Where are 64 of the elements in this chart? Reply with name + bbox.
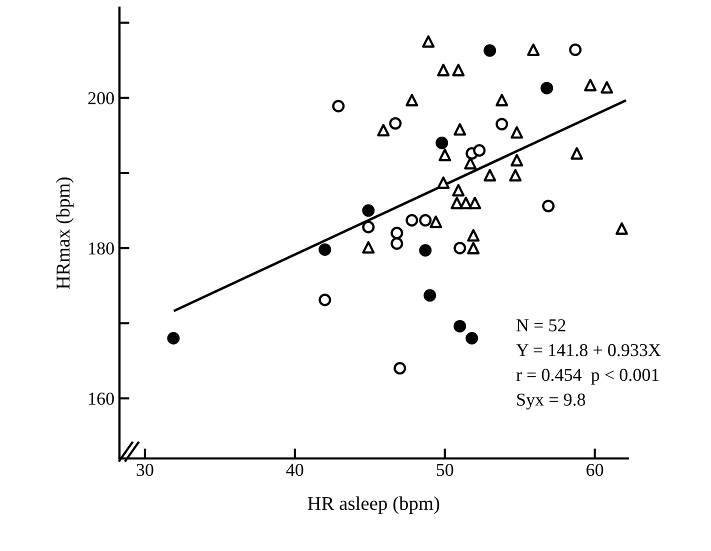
point [438,148,452,162]
point [454,320,466,332]
point [510,126,524,139]
point [389,117,402,130]
point [569,44,582,56]
point [406,94,418,106]
point [540,82,554,94]
annotation: N = 52 [516,319,566,332]
y-tick-label: 160 [89,392,114,405]
point [464,156,477,170]
x-tick-label: 30 [136,464,154,476]
point [584,78,597,92]
point [450,196,464,210]
annotation: Y = 141.8 + 0.933X [516,344,661,356]
point [484,168,496,182]
point [616,222,628,235]
point [394,362,406,375]
point [318,243,332,256]
point [436,136,448,150]
point [419,214,432,227]
point [362,204,375,217]
point [419,244,432,257]
point [509,168,522,182]
point [452,64,465,76]
point [422,35,435,48]
point [460,196,472,210]
point [437,64,450,76]
point [484,44,496,57]
point [377,124,390,136]
point [362,220,375,234]
point [473,144,486,157]
point [510,154,524,166]
point [406,214,418,227]
point [452,184,465,197]
point [600,81,614,94]
y-tick-label: 200 [88,92,114,104]
annotation: r = 0.454 p < 0.001 [516,368,659,385]
x-tick-label: 50 [436,464,454,476]
point [332,100,345,112]
point [527,44,540,56]
point [454,242,466,254]
point [496,94,508,106]
point [496,118,508,130]
y-axis-title: HRmax (bpm) [56,177,74,289]
x-tick-label: 40 [286,464,304,476]
point [424,289,436,302]
point [437,176,450,190]
point [542,200,555,212]
point [390,226,404,240]
x-tick-label: 60 [586,464,604,476]
point [362,241,375,254]
point [430,216,442,228]
point [570,147,584,160]
point [466,332,478,344]
point [318,294,332,306]
point [390,237,404,250]
point [468,196,482,210]
point [467,242,480,254]
y-tick-label: 180 [89,242,114,255]
point [454,123,466,136]
point [167,332,180,344]
annotation: Syx = 9.8 [517,394,586,410]
point [467,229,480,242]
x-axis-title: HR asleep (bpm) [308,496,440,514]
